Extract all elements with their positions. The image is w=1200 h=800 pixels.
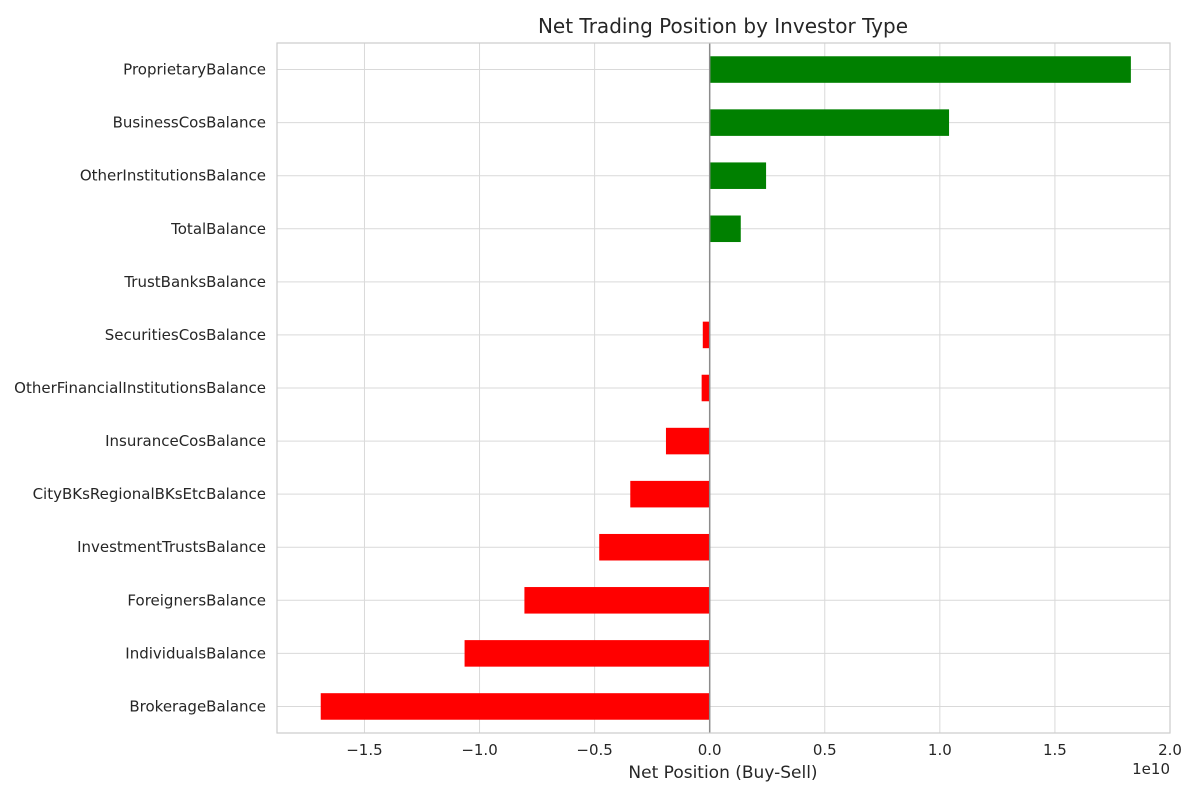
x-tick-label: 1.5 — [1043, 741, 1067, 759]
category-label: CityBKsRegionalBKsEtcBalance — [33, 485, 266, 503]
category-label: TotalBalance — [170, 220, 266, 238]
grid — [277, 43, 1171, 733]
bars — [320, 56, 1131, 720]
bar-otherinstitutionsbalance — [709, 162, 767, 189]
category-label: ForeignersBalance — [127, 591, 266, 609]
x-tick-label: 0.0 — [698, 741, 722, 759]
bar-insurancecosbalance — [665, 427, 710, 455]
x-tick-labels: −1.5 −1.0 −0.5 0.0 0.5 1.0 1.5 2.0 — [346, 741, 1182, 759]
plot-frame — [276, 42, 1171, 734]
bar-securitiescosbalance — [702, 321, 710, 349]
bar-proprietarybalance — [709, 56, 1131, 83]
bar-brokeragebalance — [320, 693, 710, 720]
x-tick-label: −1.5 — [346, 741, 382, 759]
category-label: TrustBanksBalance — [123, 273, 266, 291]
bar-businesscosbalance — [709, 109, 950, 136]
bar-investmenttrustsbalance — [599, 533, 710, 561]
bar-individualsbalance — [464, 640, 710, 667]
category-label: BusinessCosBalance — [113, 114, 266, 132]
bar-citybksregionalbksetcbalance — [630, 480, 710, 508]
x-axis-offset-label: 1e10 — [1132, 760, 1170, 778]
category-label: OtherFinancialInstitutionsBalance — [14, 379, 266, 397]
category-label: OtherInstitutionsBalance — [80, 167, 266, 185]
x-tick-label: 0.5 — [813, 741, 837, 759]
category-label: BrokerageBalance — [129, 697, 266, 715]
x-axis-label: Net Position (Buy-Sell) — [628, 763, 817, 783]
bar-totalbalance — [709, 215, 741, 243]
bar-otherfinancialinstitutionsbalance — [701, 374, 710, 402]
bar-foreignersbalance — [524, 587, 710, 614]
y-tick-labels: ProprietaryBalance BusinessCosBalance Othe… — [14, 61, 266, 716]
x-tick-label: −0.5 — [576, 741, 612, 759]
plot-border — [276, 42, 1171, 734]
x-tick-label: −1.0 — [461, 741, 497, 759]
chart-title: Net Trading Position by Investor Type — [538, 14, 908, 38]
category-label: InvestmentTrustsBalance — [77, 538, 266, 556]
category-label: SecuritiesCosBalance — [105, 326, 266, 344]
x-tick-label: 2.0 — [1158, 741, 1182, 759]
category-label: ProprietaryBalance — [123, 61, 266, 79]
category-label: InsuranceCosBalance — [105, 432, 266, 450]
x-tick-label: 1.0 — [928, 741, 952, 759]
category-label: IndividualsBalance — [125, 644, 266, 662]
